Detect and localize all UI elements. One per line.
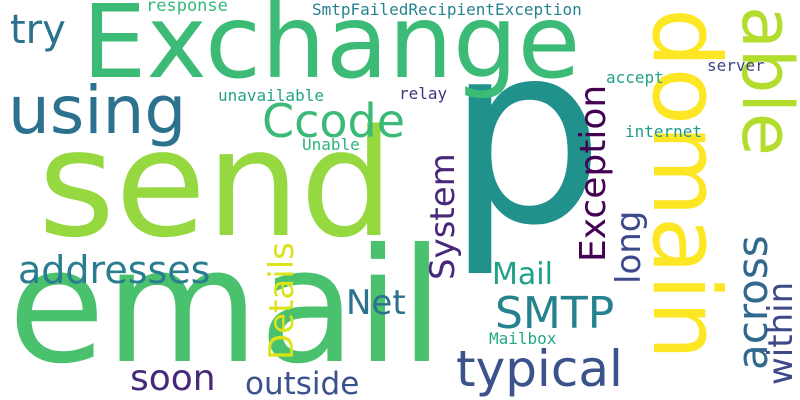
- word-typical: typical: [456, 340, 623, 398]
- word-response: response: [146, 0, 228, 16]
- word-server: server: [707, 56, 765, 75]
- word-unable: Unable: [302, 135, 360, 154]
- word-long: long: [609, 210, 649, 284]
- word-unavailable: unavailable: [218, 86, 324, 105]
- word-exception: Exception: [573, 84, 614, 262]
- word-able: able: [726, 6, 800, 156]
- word-exchange: Exchange: [82, 0, 581, 102]
- word-send: send: [38, 98, 394, 270]
- word-outside: outside: [245, 366, 360, 400]
- word-details: Details: [262, 242, 302, 360]
- word-using: using: [8, 72, 187, 149]
- word-smtpfailedrecipientexception: SmtpFailedRecipientException: [312, 0, 582, 19]
- word-system: System: [423, 153, 463, 280]
- word-soon: soon: [130, 358, 216, 399]
- word-p: p: [446, 0, 605, 280]
- word-net: Net: [346, 283, 406, 323]
- word-mailbox: Mailbox: [489, 329, 557, 348]
- word-ccode: Ccode: [262, 94, 406, 148]
- word-smtp: SMTP: [495, 288, 615, 339]
- word-addresses: addresses: [18, 248, 211, 292]
- word-try: try: [10, 7, 66, 53]
- word-mail: Mail: [492, 257, 553, 292]
- word-accept: accept: [606, 68, 664, 87]
- word-email: email: [8, 215, 444, 399]
- word-relay: relay: [399, 84, 448, 103]
- word-within: within: [761, 281, 800, 385]
- word-internet: internet: [625, 122, 703, 141]
